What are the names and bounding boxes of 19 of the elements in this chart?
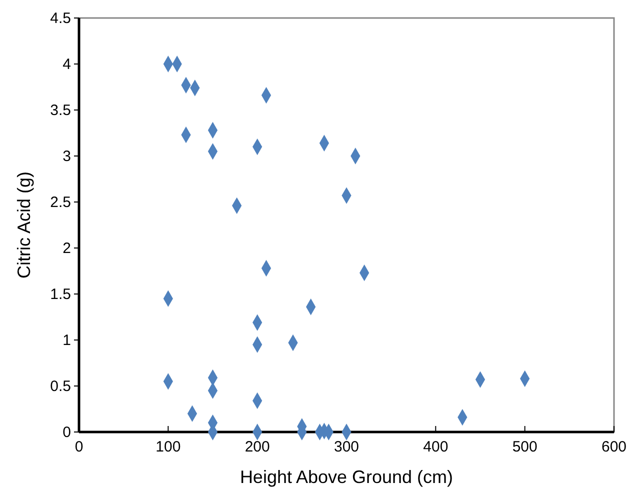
x-tick-label: 500 [512,438,538,456]
x-axis-title: Height Above Ground (cm) [240,467,454,487]
x-tick-label: 100 [156,438,181,456]
x-tick-label: 200 [244,438,270,456]
x-tick-label: 300 [334,438,360,456]
y-tick-label: 4.5 [50,10,71,27]
x-tick-label: 400 [423,438,448,456]
y-tick-label: 2 [62,240,71,257]
y-tick-label: 2.5 [50,194,71,211]
y-tick-label: 4 [62,56,71,73]
x-tick-label: 0 [74,438,84,456]
y-tick-label: 1 [62,332,71,349]
y-tick-label: 1.5 [50,286,71,303]
y-tick-label: 3.5 [50,102,71,119]
x-tick-label: 600 [601,438,627,456]
y-axis-title: Citric Acid (g) [14,171,34,279]
y-tick-label: 0.5 [50,378,71,395]
y-tick-label: 0 [62,424,71,441]
y-tick-label: 3 [62,148,71,165]
